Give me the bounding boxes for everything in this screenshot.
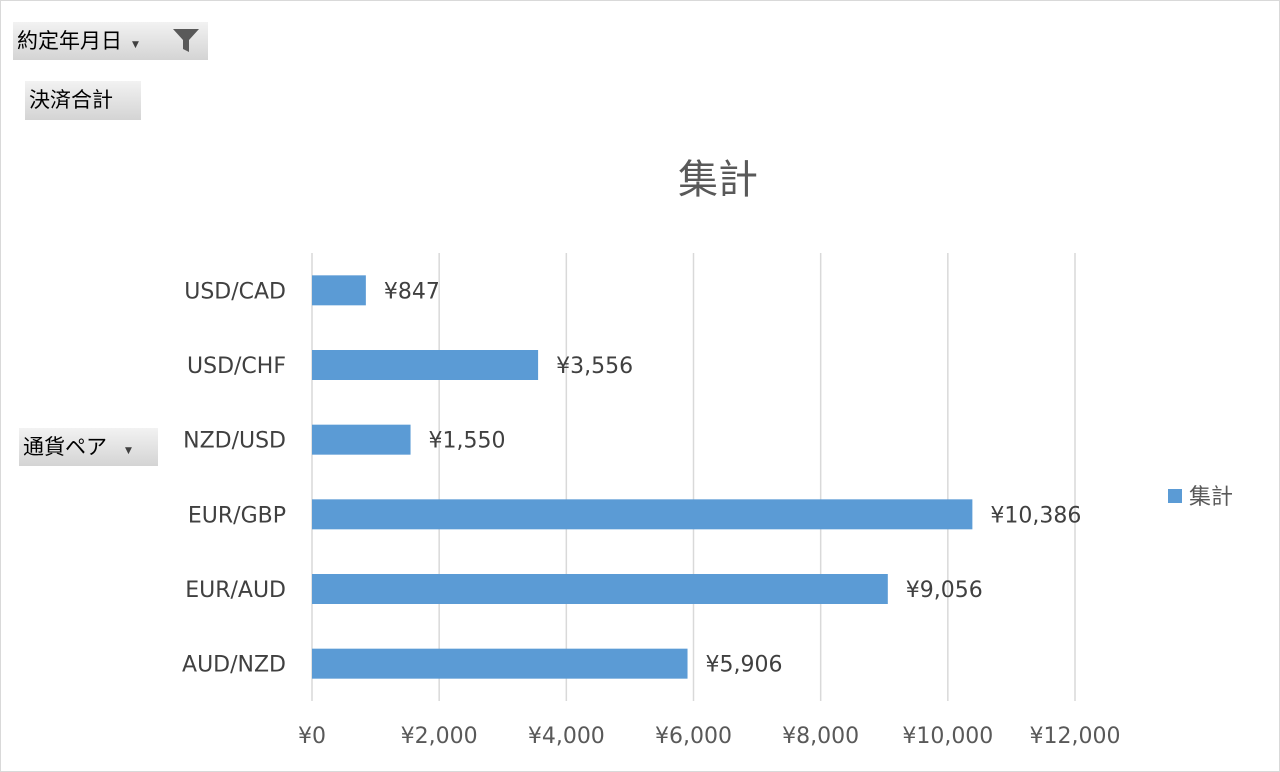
category-label: AUD/NZD: [182, 653, 286, 678]
bar: [312, 648, 688, 679]
legend-swatch: [1168, 489, 1182, 503]
bar: [312, 350, 539, 380]
value-field-label: 決済合計: [29, 88, 113, 112]
value-field-button[interactable]: 決済合計: [25, 81, 141, 120]
bar: [312, 499, 973, 530]
x-tick-label: ¥6,000: [655, 724, 732, 749]
dropdown-arrow-icon: ▼: [132, 39, 139, 50]
category-label: USD/CHF: [187, 354, 286, 379]
axis-field-label: 通貨ペア: [23, 434, 107, 459]
x-tick-label: ¥8,000: [782, 724, 859, 749]
category-label: EUR/AUD: [185, 578, 286, 603]
dropdown-arrow-icon: ▼: [125, 445, 132, 456]
category-label: NZD/USD: [183, 429, 286, 454]
data-label: ¥3,556: [556, 354, 633, 379]
data-label: ¥10,386: [990, 503, 1081, 528]
chart-title: 集計: [678, 157, 758, 203]
filter-field-label: 約定年月日: [17, 28, 122, 53]
data-label: ¥5,906: [706, 653, 783, 678]
x-tick-label: ¥4,000: [528, 724, 605, 749]
data-label: ¥1,550: [429, 429, 506, 454]
data-label: ¥9,056: [906, 578, 983, 603]
filter-field-button[interactable]: 約定年月日 ▼: [13, 22, 208, 60]
category-label: USD/CAD: [184, 279, 286, 304]
bar: [312, 574, 888, 604]
bar: [312, 424, 411, 455]
bar: [312, 275, 366, 306]
data-label: ¥847: [384, 279, 440, 304]
category-label: EUR/GBP: [188, 503, 286, 528]
x-tick-label: ¥0: [298, 724, 326, 749]
axis-field-button[interactable]: 通貨ペア ▼: [19, 428, 158, 466]
filter-funnel-icon: [173, 29, 199, 52]
x-tick-label: ¥2,000: [401, 724, 478, 749]
legend-label: 集計: [1189, 485, 1233, 510]
x-tick-label: ¥12,000: [1030, 724, 1121, 749]
x-tick-label: ¥10,000: [902, 724, 993, 749]
